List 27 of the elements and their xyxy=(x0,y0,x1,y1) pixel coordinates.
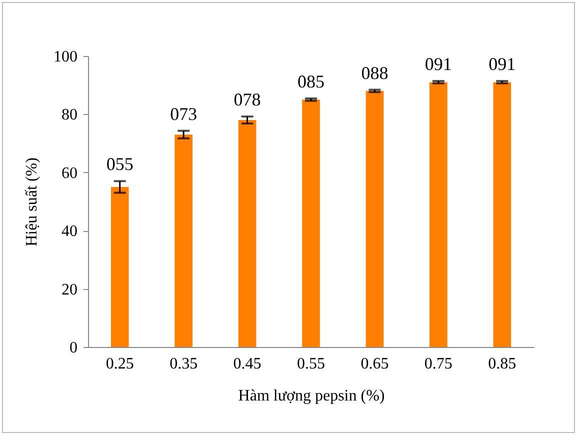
bar xyxy=(493,82,512,347)
data-label: 091 xyxy=(424,54,452,74)
y-axis-title: Hiệu suất (%) xyxy=(24,158,40,246)
x-tick-label: 0.25 xyxy=(106,356,134,372)
y-tick-label: 80 xyxy=(62,106,78,124)
data-label: 085 xyxy=(298,71,324,92)
y-tick-label: 20 xyxy=(62,281,78,298)
data-label: 088 xyxy=(361,62,388,83)
bar xyxy=(110,186,129,347)
x-axis-title: Hàm lượng pepsin (%) xyxy=(238,388,385,404)
x-tick-label: 0.85 xyxy=(488,356,516,372)
bar xyxy=(174,134,192,347)
data-label: 073 xyxy=(170,104,198,124)
x-tick-label: 0.35 xyxy=(170,356,198,372)
x-tick-label: 0.45 xyxy=(233,356,262,372)
y-tick-label: 0 xyxy=(70,340,78,356)
data-label: 078 xyxy=(234,90,261,110)
y-tick-label: 40 xyxy=(62,223,78,240)
x-tick-label: 0.65 xyxy=(360,356,389,372)
data-label: 091 xyxy=(488,54,516,74)
bar xyxy=(238,120,256,347)
bar xyxy=(430,82,448,347)
y-tick-label: 100 xyxy=(54,48,78,66)
x-tick-label: 0.75 xyxy=(424,356,452,372)
y-tick-label: 60 xyxy=(62,164,78,182)
data-label: 055 xyxy=(106,154,134,174)
x-tick-label: 0.55 xyxy=(297,356,325,372)
